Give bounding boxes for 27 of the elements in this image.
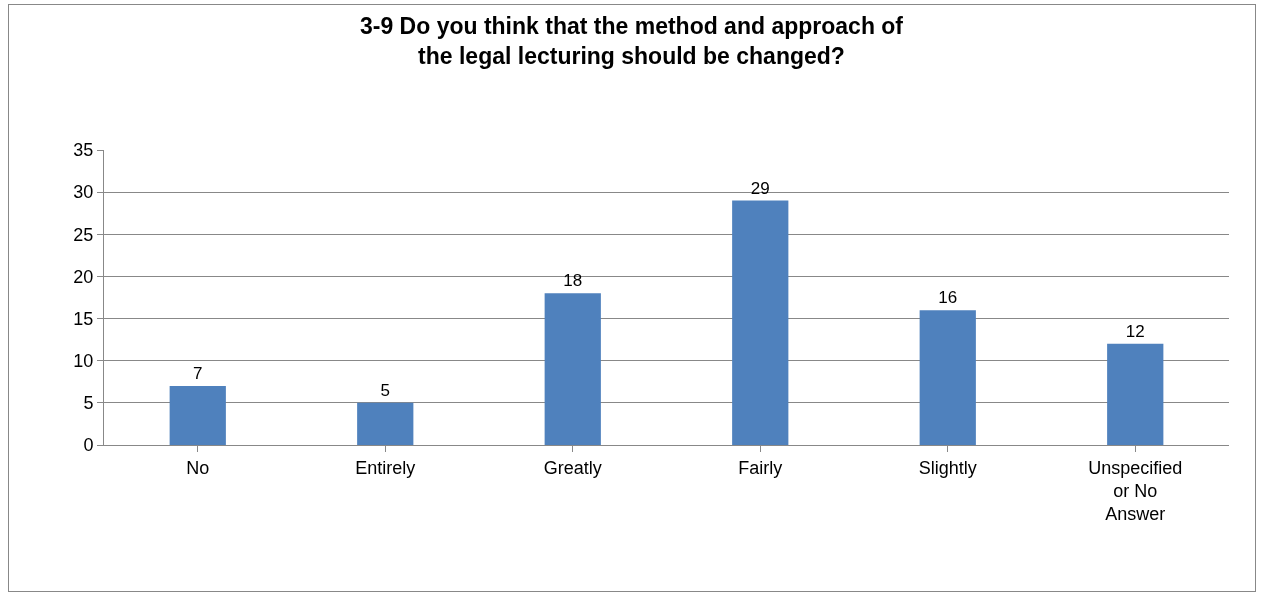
x-tick-label: Greatly xyxy=(543,457,602,478)
bar xyxy=(544,293,601,445)
bar xyxy=(169,386,226,445)
y-tick-label: 35 xyxy=(73,140,94,161)
bar xyxy=(357,402,414,445)
data-label: 16 xyxy=(938,288,958,308)
bar xyxy=(732,200,789,445)
data-label: 5 xyxy=(380,380,390,400)
x-tick-label: No xyxy=(186,457,210,478)
x-tick-label: Fairly xyxy=(738,457,783,478)
y-tick-label: 15 xyxy=(73,308,94,329)
data-label: 12 xyxy=(1125,321,1145,341)
bar xyxy=(919,310,976,445)
chart-title: 3-9 Do you think that the method and approach of the legal lecturing should be changed? xyxy=(359,13,904,70)
data-label: 7 xyxy=(193,364,203,383)
data-label: 29 xyxy=(750,178,770,198)
y-tick-label: 20 xyxy=(73,266,94,287)
y-tick-label: 10 xyxy=(73,351,94,372)
y-tick-label: 5 xyxy=(83,393,94,414)
x-tick-label: Entirely xyxy=(355,457,416,478)
data-label: 18 xyxy=(563,271,583,291)
bar xyxy=(1107,343,1164,445)
x-tick-label: Slightly xyxy=(918,457,977,478)
y-tick-label: 30 xyxy=(73,182,94,203)
y-tick-label: 25 xyxy=(73,224,94,245)
x-tick-label: Unspecified or No Answer xyxy=(1088,457,1183,525)
y-tick-label: 0 xyxy=(83,435,94,456)
